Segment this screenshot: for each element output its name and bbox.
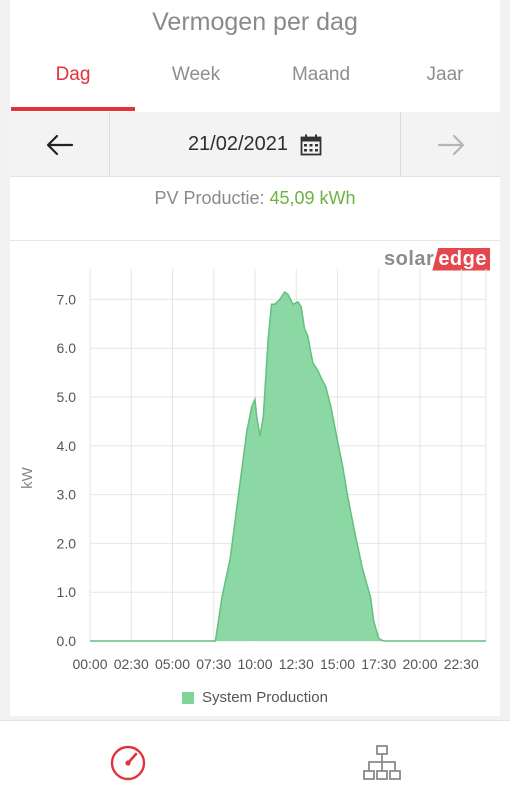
y-axis-label: kW bbox=[19, 466, 36, 489]
chart-legend[interactable]: System Production bbox=[10, 689, 500, 706]
x-tick-label: 22:30 bbox=[444, 656, 479, 672]
bottom-navigation bbox=[0, 720, 510, 800]
y-tick-label: 5.0 bbox=[57, 389, 77, 405]
x-tick-label: 07:30 bbox=[196, 656, 231, 672]
y-tick-label: 3.0 bbox=[57, 487, 77, 503]
tab-year[interactable]: Jaar bbox=[426, 64, 464, 85]
y-tick-label: 7.0 bbox=[57, 291, 77, 307]
logo-solar-text: solar bbox=[384, 247, 435, 270]
tab-day[interactable]: Dag bbox=[55, 64, 91, 85]
x-tick-label: 00:00 bbox=[72, 656, 107, 672]
date-selector[interactable]: 21/02/2021 bbox=[110, 112, 400, 177]
site-layout-icon[interactable] bbox=[362, 743, 402, 783]
x-tick-label: 10:00 bbox=[237, 656, 272, 672]
pv-production-summary: PV Productie: 45,09 kWh bbox=[10, 188, 500, 209]
next-day-button[interactable] bbox=[400, 112, 500, 177]
area-chart: 0.0 1.0 2.0 3.0 4.0 5.0 6.0 7.0 00:00 02:30 05:00 0… bbox=[19, 269, 487, 672]
production-value: 45,09 kWh bbox=[269, 188, 356, 208]
series-area-system-production bbox=[90, 292, 486, 641]
x-tick-label: 15:00 bbox=[320, 656, 355, 672]
page-title: Vermogen per dag bbox=[152, 8, 358, 36]
previous-day-button[interactable] bbox=[10, 112, 110, 177]
x-tick-label: 02:30 bbox=[114, 656, 149, 672]
x-tick-label: 17:30 bbox=[361, 656, 396, 672]
calendar-icon[interactable] bbox=[300, 134, 322, 156]
tab-week[interactable]: Week bbox=[171, 64, 221, 85]
production-chart: solar edge 0.0 1.0 2.0 3.0 4.0 5.0 6.0 7.0 00:00… bbox=[10, 240, 500, 716]
tab-month[interactable]: Maand bbox=[291, 64, 351, 85]
production-label: PV Productie: bbox=[154, 188, 265, 208]
legend-label: System Production bbox=[202, 689, 328, 706]
series-line-system-production bbox=[90, 291, 486, 642]
period-tabs: Dag Week Maand Jaar bbox=[10, 56, 500, 112]
x-tick-label: 05:00 bbox=[155, 656, 190, 672]
dashboard-gauge-icon[interactable] bbox=[108, 743, 148, 783]
x-tick-label: 20:00 bbox=[402, 656, 437, 672]
y-tick-label: 2.0 bbox=[57, 535, 77, 551]
active-tab-indicator bbox=[11, 107, 135, 111]
date-navigator: 21/02/2021 bbox=[10, 112, 500, 177]
solaredge-logo: solar edge bbox=[384, 247, 490, 271]
main-card: Vermogen per dag Dag Week Maand Jaar 21/… bbox=[10, 0, 500, 716]
x-tick-label: 12:30 bbox=[279, 656, 314, 672]
legend-swatch bbox=[182, 691, 195, 704]
arrow-right-icon bbox=[437, 134, 464, 155]
y-tick-label: 0.0 bbox=[57, 633, 77, 649]
arrow-left-icon bbox=[46, 134, 73, 155]
y-tick-label: 1.0 bbox=[57, 584, 77, 600]
selected-date: 21/02/2021 bbox=[187, 133, 289, 155]
y-tick-label: 4.0 bbox=[57, 438, 77, 454]
logo-edge-text: edge bbox=[432, 247, 490, 271]
y-tick-label: 6.0 bbox=[57, 340, 77, 356]
